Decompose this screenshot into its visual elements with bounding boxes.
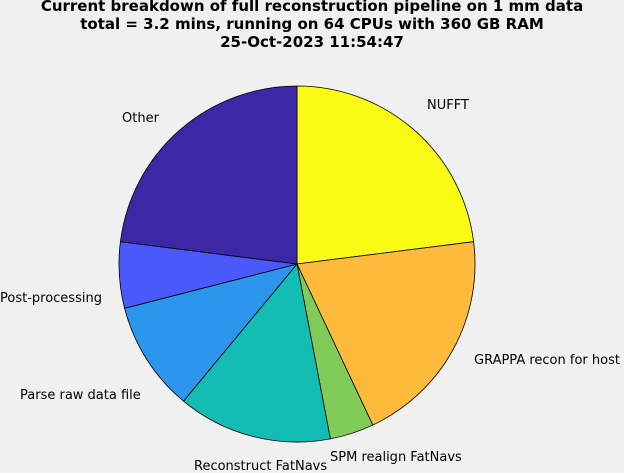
pie-slice-nufft: [296, 85, 475, 265]
slice-label-post-processing: Post-processing: [0, 291, 102, 306]
slice-label-parse-raw-data-file: Parse raw data file: [20, 388, 141, 403]
pie-slice-parse-raw-data-file: [124, 263, 299, 402]
slice-label-spm-realign-fatnavs: SPM realign FatNavs: [330, 450, 462, 465]
pie-slice-other: [119, 85, 298, 265]
slice-label-grappa-recon-for-host: GRAPPA recon for host: [474, 353, 620, 368]
chart-title-line-2: total = 3.2 mins, running on 64 CPUs wit…: [80, 15, 544, 33]
slice-label-other: Other: [122, 111, 160, 126]
pie-slice-grappa-recon-for-host: [296, 241, 476, 426]
chart-title-line-1: Current breakdown of full reconstruction…: [40, 0, 584, 15]
slice-label-reconstruct-fatnavs: Reconstruct FatNavs: [194, 459, 327, 473]
chart-title-line-3: 25-Oct-2023 11:54:47: [220, 33, 404, 51]
pie-slice-reconstruct-fatnavs: [182, 263, 331, 443]
slice-label-nufft: NUFFT: [427, 98, 469, 113]
